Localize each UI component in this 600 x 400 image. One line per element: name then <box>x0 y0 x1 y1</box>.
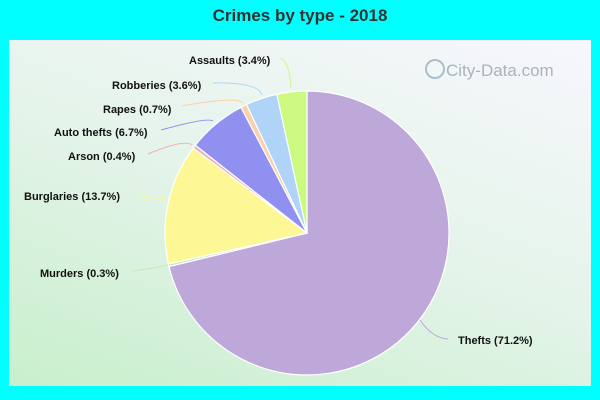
label-murders: Murders (0.3%) <box>40 268 119 280</box>
magnifier-chart-icon <box>425 59 445 79</box>
leader-lines <box>132 57 449 340</box>
label-assaults: Assaults (3.4%) <box>189 55 271 67</box>
label-robberies: Robberies (3.6%) <box>112 80 202 92</box>
pie-slice-thefts <box>168 90 450 376</box>
leader-burglaries <box>132 194 166 200</box>
leader-robberies <box>212 82 263 96</box>
leader-thefts <box>419 319 449 340</box>
label-rapes: Rapes (0.7%) <box>103 104 172 116</box>
leader-murders <box>132 264 169 272</box>
watermark: City-Data.com <box>425 59 554 81</box>
label-arson: Arson (0.4%) <box>68 151 136 163</box>
label-auto-thefts: Auto thefts (6.7%) <box>54 127 148 139</box>
leader-rapes <box>181 99 244 107</box>
pie-slice-assaults <box>276 90 308 234</box>
chart-title: Crimes by type - 2018 <box>212 6 388 25</box>
leader-assaults <box>279 57 292 89</box>
leader-auto-thefts <box>160 119 214 131</box>
label-thefts: Thefts (71.2%) <box>458 335 533 347</box>
label-burglaries: Burglaries (13.7%) <box>24 191 120 203</box>
pie-slices <box>164 90 450 376</box>
leader-arson <box>147 142 193 155</box>
pie-slice-burglaries <box>164 147 309 265</box>
